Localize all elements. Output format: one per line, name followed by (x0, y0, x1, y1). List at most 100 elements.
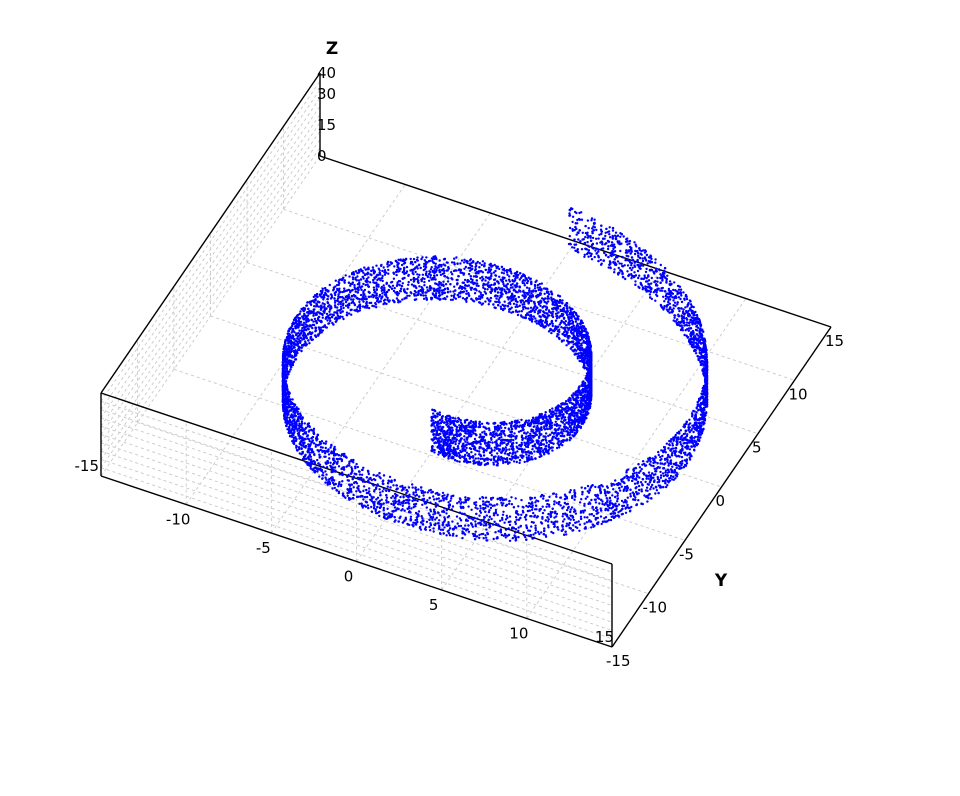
scatter-point (298, 447, 301, 451)
scatter-point (488, 429, 491, 432)
scatter-point (363, 266, 366, 269)
scatter-point (334, 293, 337, 297)
scatter-point (624, 511, 628, 514)
scatter-point (588, 513, 591, 516)
scatter-point (446, 493, 449, 496)
scatter-point (376, 496, 380, 499)
scatter-point (364, 295, 367, 298)
scatter-point (478, 497, 482, 500)
scatter-point (516, 305, 519, 308)
scatter-point (497, 523, 500, 526)
scatter-point (341, 315, 344, 319)
scatter-point (677, 296, 681, 299)
scatter-point (399, 495, 402, 499)
scatter-point (485, 276, 488, 279)
scatter-point (375, 486, 378, 489)
scatter-point (563, 330, 566, 334)
scatter-point (526, 445, 530, 449)
scatter-point (372, 473, 375, 477)
scatter-point (529, 432, 532, 435)
scatter-point (438, 514, 442, 517)
scatter-point (567, 242, 571, 246)
scatter-point (381, 279, 384, 283)
scatter-point (495, 265, 498, 268)
scatter-point (671, 447, 675, 450)
scatter-point (640, 467, 643, 471)
scatter-point (578, 529, 581, 532)
scatter-point (440, 499, 443, 502)
scatter-point (407, 486, 411, 489)
scatter-point (414, 498, 417, 502)
scatter-point (310, 458, 313, 461)
scatter-point (518, 461, 521, 465)
scatter-point (373, 490, 376, 493)
scatter-point (443, 494, 446, 497)
scatter-point (498, 444, 502, 447)
scatter-point (517, 456, 520, 459)
scatter-point (659, 476, 663, 479)
scatter-point (534, 308, 538, 311)
scatter-point (507, 278, 511, 281)
scatter-point (514, 531, 517, 534)
scatter-point (325, 466, 329, 469)
scatter-point (332, 313, 335, 317)
scatter-point (303, 318, 306, 321)
scatter-point (363, 495, 367, 499)
scatter-point (557, 333, 560, 336)
scatter-point (428, 525, 431, 529)
scatter-point (507, 527, 510, 530)
scatter-point (500, 533, 504, 537)
scatter-point (577, 238, 580, 241)
scatter-point (685, 321, 689, 324)
scatter-point (666, 484, 669, 487)
scatter-point (541, 505, 544, 508)
scatter-point (297, 415, 300, 418)
scatter-point (525, 456, 529, 459)
scatter-point (566, 506, 570, 510)
scatter-point (387, 268, 390, 272)
scatter-point (679, 288, 683, 291)
scatter-point (515, 518, 518, 521)
scatter-point (656, 280, 659, 283)
back-wall-gridline-horizontal (100, 147, 321, 468)
scatter-point (372, 506, 376, 510)
scatter-point (564, 320, 567, 323)
scatter-point (400, 263, 404, 267)
scatter-point (378, 300, 382, 303)
scatter-point (361, 506, 364, 509)
scatter-point (482, 518, 485, 521)
scatter-point (449, 499, 452, 502)
scatter-point (649, 282, 653, 285)
scatter-point (636, 269, 640, 273)
scatter-point (609, 499, 612, 502)
scatter-point (685, 462, 689, 465)
scatter-point (476, 507, 479, 510)
scatter-point (604, 234, 607, 238)
scatter-point (551, 449, 554, 452)
scatter-point (461, 527, 464, 530)
scatter-point (455, 428, 458, 432)
scatter-point (614, 514, 617, 518)
scatter-point (594, 501, 598, 504)
scatter-point (617, 266, 620, 270)
floor-gridline-x (441, 269, 662, 591)
scatter-point (504, 460, 507, 464)
scatter-point (319, 446, 323, 449)
scatter-point (547, 293, 551, 296)
scatter-point (662, 474, 665, 478)
scatter-point (477, 425, 480, 429)
scatter-point (331, 487, 334, 490)
scatter-point (482, 454, 486, 457)
scatter-point (510, 496, 513, 499)
scatter-point (465, 451, 469, 454)
scatter-point (508, 539, 512, 542)
scatter-point (439, 273, 443, 277)
scatter-point (599, 515, 603, 518)
scatter-point (372, 478, 376, 481)
scatter-point (419, 528, 423, 531)
scatter-point (510, 503, 514, 506)
scatter-point (665, 279, 668, 283)
scatter-point (642, 264, 645, 267)
scatter-point (569, 309, 572, 312)
scatter-point (666, 460, 669, 464)
